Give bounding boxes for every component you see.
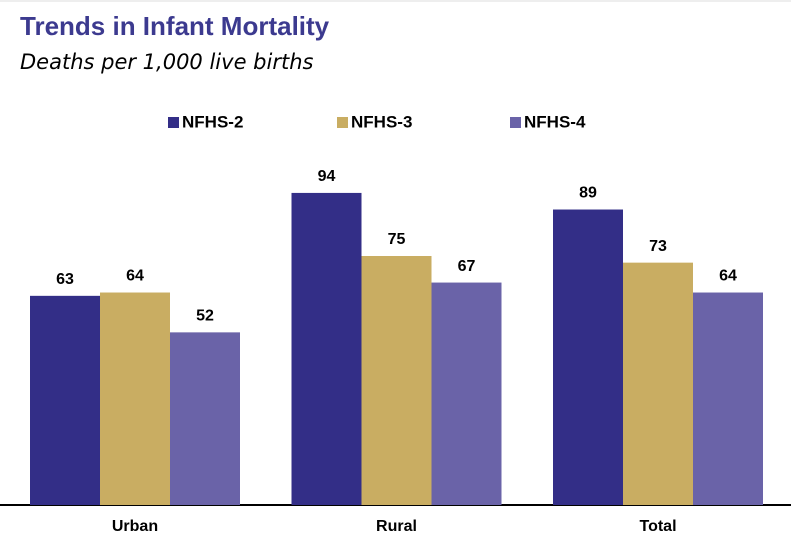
legend-swatch	[168, 117, 179, 128]
x-tick-label: Urban	[112, 518, 158, 535]
data-label: 89	[579, 185, 597, 202]
legend-swatch	[337, 117, 348, 128]
legend-swatch	[510, 117, 521, 128]
data-label: 64	[719, 268, 737, 285]
data-label: 94	[318, 168, 336, 185]
bar	[623, 262, 693, 505]
bar	[291, 192, 362, 506]
chart-title: Trends in Infant Mortality	[20, 11, 330, 41]
data-label: 67	[458, 258, 476, 275]
bar	[361, 256, 432, 505]
legend-label: NFHS-3	[351, 112, 412, 131]
legend-label: NFHS-2	[182, 112, 243, 131]
legend-label: NFHS-4	[524, 112, 586, 131]
bar	[170, 332, 240, 505]
data-label: 63	[56, 271, 74, 288]
data-label: 52	[196, 308, 214, 325]
x-tick-label: Rural	[376, 518, 417, 535]
data-label: 75	[388, 231, 406, 248]
x-tick-label: Total	[639, 518, 676, 535]
bar	[431, 282, 502, 505]
bar	[553, 209, 623, 505]
bar	[100, 292, 170, 505]
data-label: 64	[126, 268, 144, 285]
data-label: 73	[649, 238, 667, 255]
chart-subtitle: Deaths per 1,000 live births	[20, 50, 314, 74]
bar	[693, 292, 763, 505]
bar	[30, 295, 100, 505]
